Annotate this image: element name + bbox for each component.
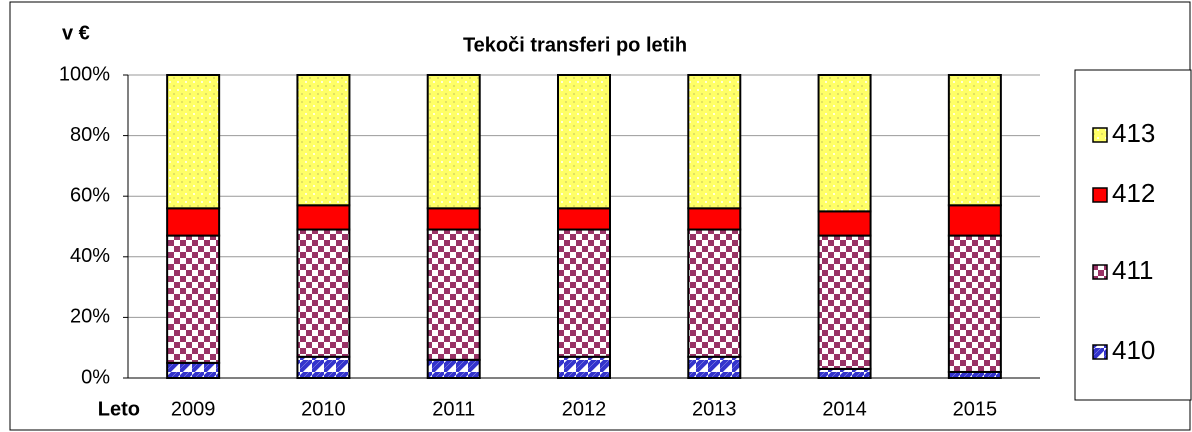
bar-segment <box>947 204 1002 237</box>
legend-label: 410 <box>1112 335 1155 365</box>
x-tick-label: 2012 <box>562 398 607 420</box>
x-tick-label: 2015 <box>953 398 998 420</box>
legend-swatch <box>1092 344 1108 360</box>
bar-segment <box>426 358 481 380</box>
y-tick-label: 0% <box>81 366 110 388</box>
y-tick-label: 60% <box>70 184 110 206</box>
legend-label: 413 <box>1112 118 1155 148</box>
bar-segment <box>557 228 611 358</box>
bar-segment <box>947 234 1002 373</box>
y-tick-label: 20% <box>70 306 110 328</box>
x-tick-label: 2010 <box>301 398 346 420</box>
y-axis-label: v € <box>62 22 90 44</box>
bar-segment <box>557 74 611 210</box>
x-tick-label: 2013 <box>692 398 737 420</box>
bar-segment <box>687 74 742 210</box>
y-tick-label: 100% <box>59 63 110 85</box>
bar-segment <box>817 367 872 380</box>
bar-segment <box>687 355 742 380</box>
y-tick-label: 40% <box>70 245 110 267</box>
bar-segment <box>557 207 611 231</box>
bar-segment <box>557 355 611 380</box>
bar-segment <box>947 74 1002 207</box>
bar-segment <box>166 74 221 210</box>
bar-segment <box>426 207 481 231</box>
bar-segment <box>687 228 742 358</box>
bar-segment <box>817 74 872 213</box>
bar-segment <box>166 361 221 380</box>
bar-segment <box>817 234 872 370</box>
legend-swatch <box>1092 264 1108 280</box>
bar-segment <box>687 207 742 231</box>
bar-segment <box>166 207 221 237</box>
x-tick-label: 2011 <box>432 398 475 420</box>
bar-segment <box>817 210 872 237</box>
bar-segment <box>426 228 481 361</box>
bar-segment <box>296 355 351 380</box>
chart-title: Tekoči transferi po letih <box>463 34 687 56</box>
legend-label: 411 <box>1112 255 1153 285</box>
bar-segment <box>166 234 221 364</box>
bar-segment <box>426 74 481 210</box>
x-tick-label: 2014 <box>822 398 867 420</box>
x-tick-label: 2009 <box>171 398 216 420</box>
legend-label: 412 <box>1112 178 1155 208</box>
legend-swatch <box>1092 127 1108 143</box>
x-axis-label: Leto <box>98 398 140 420</box>
y-tick-label: 80% <box>70 124 110 146</box>
bar-segment <box>296 74 351 207</box>
legend-swatch <box>1092 187 1108 203</box>
bar-segment <box>296 204 351 231</box>
bar-segment <box>296 228 351 358</box>
